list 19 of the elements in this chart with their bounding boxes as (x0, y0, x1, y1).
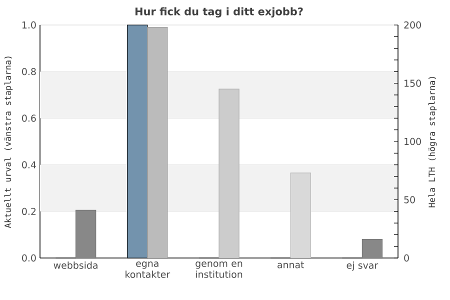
x-tick-label: webbsida (54, 262, 98, 269)
y2-tick-label: 50 (404, 196, 415, 204)
x-tick-label: annat (278, 262, 304, 268)
y2-tick-label: 150 (404, 80, 421, 87)
y-tick-label: 1.0 (22, 21, 36, 29)
y-axis-title: Aktuellt urval (vänstra staplarna) (4, 56, 13, 228)
y-tick-label: 0.4 (22, 161, 36, 168)
y-tick-label: 0.2 (22, 208, 36, 215)
y2-tick-label: 0 (404, 254, 409, 262)
y2-axis-title: Hela LTH (högra staplarna) (428, 76, 437, 208)
y2-tick-label: 100 (404, 138, 421, 146)
y-tick-label: 0.8 (22, 68, 36, 76)
chart-title: Hur fick du tag i ditt exjobb? (135, 7, 303, 18)
x-tick-label: egna kontakter (126, 262, 170, 278)
x-tick-label: ej svar (346, 262, 378, 271)
x-tick-label: genom en institution (196, 262, 242, 278)
y-tick-label: 0.0 (22, 254, 36, 262)
y-tick-label: 0.6 (22, 114, 36, 122)
y2-tick-label: 200 (404, 21, 421, 29)
